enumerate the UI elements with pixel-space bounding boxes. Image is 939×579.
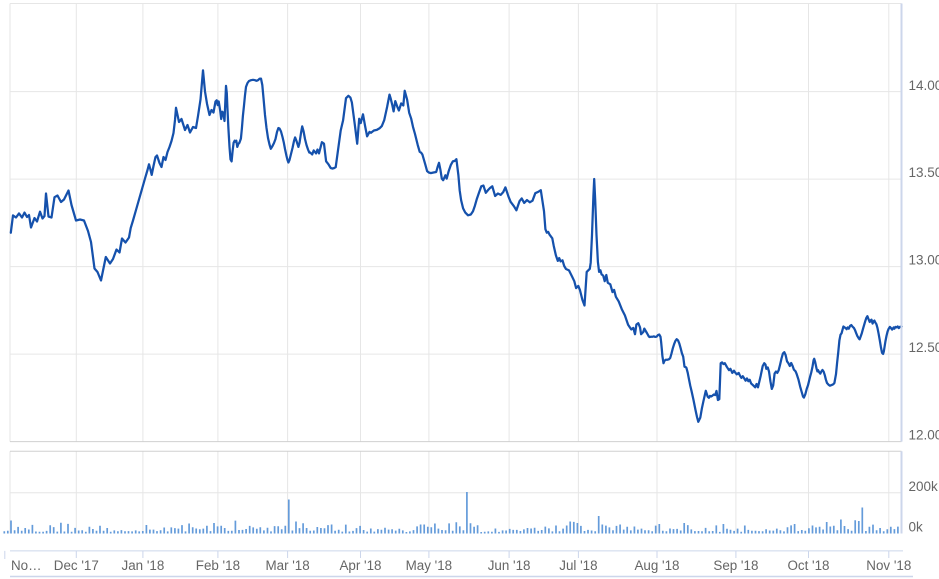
svg-text:Nov '18: Nov '18 xyxy=(866,558,911,573)
svg-text:Mar '18: Mar '18 xyxy=(265,558,309,573)
svg-text:May '18: May '18 xyxy=(406,558,452,573)
svg-text:200k: 200k xyxy=(909,479,939,494)
svg-text:Oct '18: Oct '18 xyxy=(787,558,829,573)
svg-text:Apr '18: Apr '18 xyxy=(339,558,381,573)
svg-text:12.00: 12.00 xyxy=(909,428,939,443)
svg-text:13.50: 13.50 xyxy=(909,165,939,180)
svg-text:Aug '18: Aug '18 xyxy=(635,558,680,573)
svg-text:Sep '18: Sep '18 xyxy=(713,558,758,573)
svg-text:14.00: 14.00 xyxy=(909,78,939,93)
svg-text:Jan '18: Jan '18 xyxy=(122,558,165,573)
svg-text:13.00: 13.00 xyxy=(909,253,939,268)
svg-text:0k: 0k xyxy=(909,520,924,535)
svg-text:Dec '17: Dec '17 xyxy=(54,558,99,573)
svg-text:12.50: 12.50 xyxy=(909,340,939,355)
svg-text:Jun '18: Jun '18 xyxy=(488,558,531,573)
svg-text:No…: No… xyxy=(11,558,42,573)
svg-text:Jul '18: Jul '18 xyxy=(559,558,597,573)
svg-text:Feb '18: Feb '18 xyxy=(196,558,240,573)
